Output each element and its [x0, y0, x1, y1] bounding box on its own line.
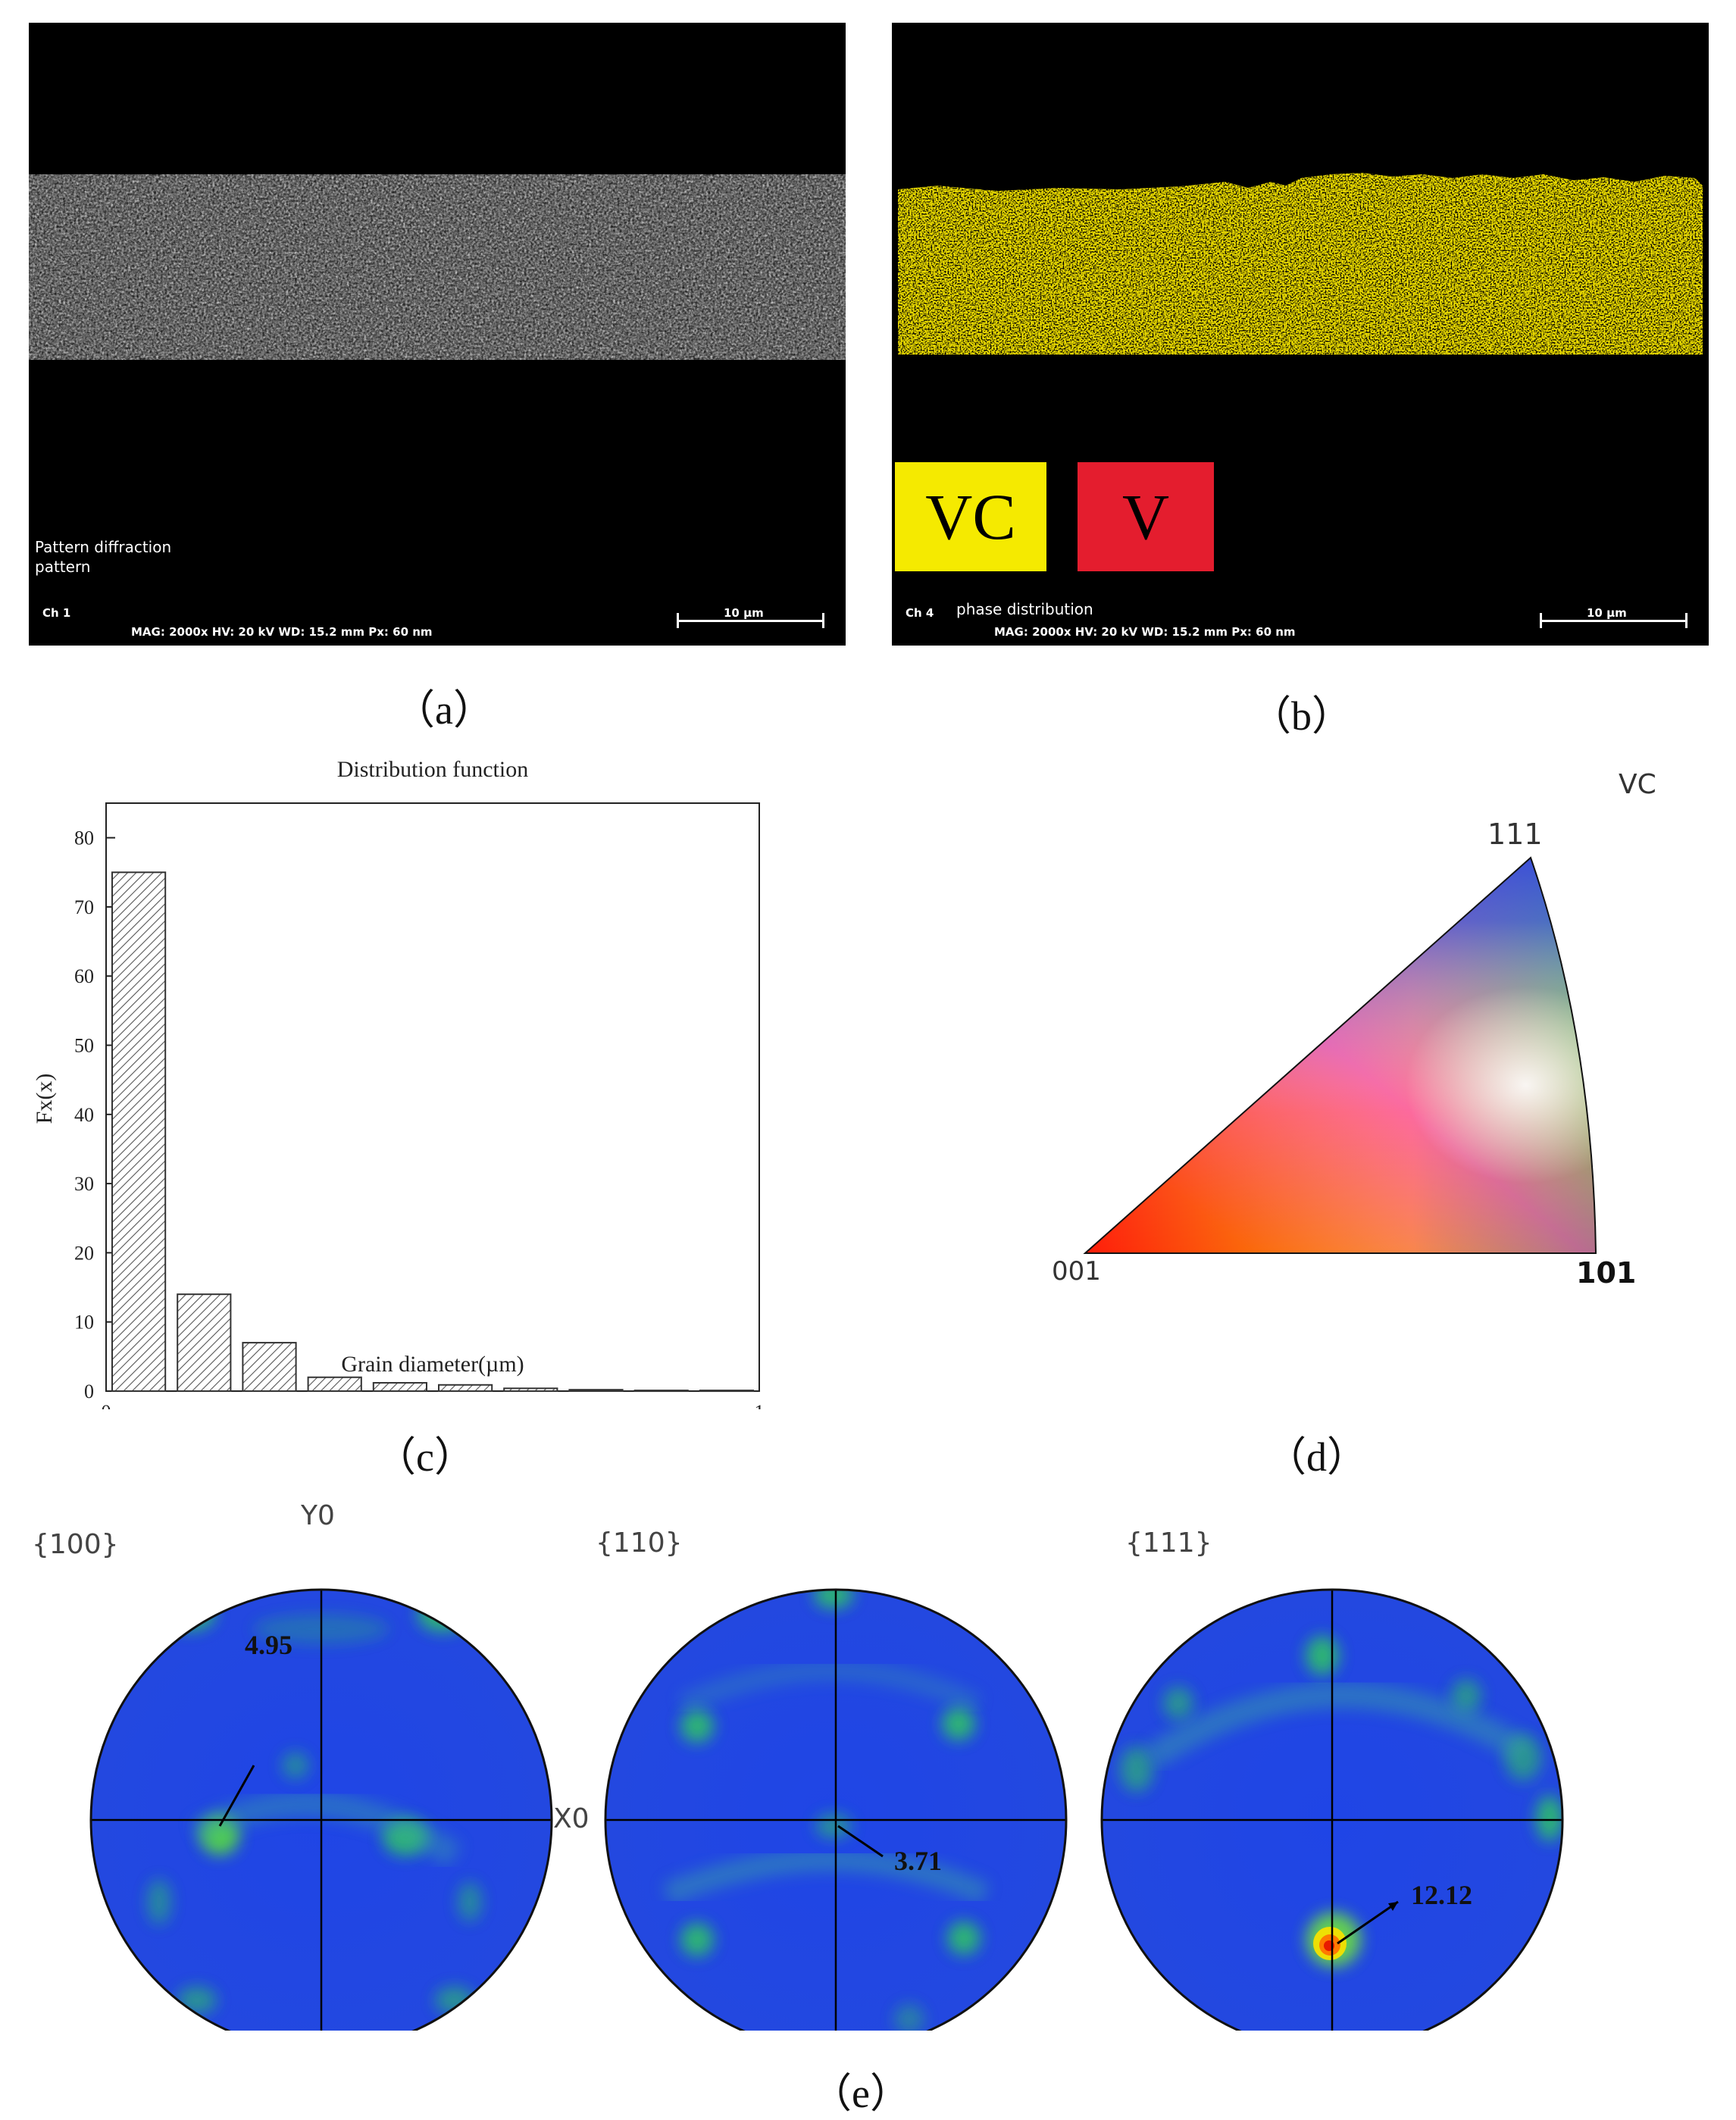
pole-figure-100-max: 4.95: [245, 1630, 292, 1660]
y-tick-label: 80: [74, 827, 94, 849]
panel-a-scale-tick-left: [677, 613, 679, 628]
x-tick-label: 1: [755, 1401, 765, 1409]
panel-b-phase-map: VC V Ch 4 phase distribution MAG: 2000x …: [892, 23, 1709, 646]
panel-a-scale-tick-right: [822, 613, 824, 628]
panel-b-scale-tick-left: [1540, 613, 1542, 628]
panel-b-acquisition-info: MAG: 2000x HV: 20 kV WD: 15.2 mm Px: 60 …: [994, 625, 1296, 639]
bar: [372, 1382, 427, 1392]
y-tick-label: 10: [74, 1312, 94, 1334]
pole-figure-110-label: {110}: [596, 1527, 683, 1559]
bar: [633, 1390, 689, 1393]
panel-b-scale-label: 10 µm: [1587, 606, 1627, 620]
pole-figure-111-max: 12.12: [1411, 1880, 1472, 1910]
ipf-phase-label: VC: [1619, 769, 1656, 800]
bar: [699, 1390, 754, 1393]
y-tick-label: 60: [74, 965, 94, 987]
panel-d-ipf-key: VC: [1046, 758, 1713, 1303]
y-tick-label: 20: [74, 1242, 94, 1264]
phase-map-texture: [898, 173, 1703, 355]
pole-figure-plots: [89, 1588, 1564, 2031]
panel-b-scale-tick-right: [1685, 613, 1688, 628]
x-tick-label: 0: [102, 1401, 111, 1409]
pole-figure-110: [605, 1590, 1066, 2031]
y-tick-label: 30: [74, 1173, 94, 1195]
y-tick-label: 40: [74, 1104, 94, 1126]
ipf-pole-111: 111: [1487, 818, 1543, 851]
panel-a-scale-bar: [677, 620, 824, 622]
sem-texture-a: [29, 174, 846, 360]
bar: [503, 1387, 558, 1392]
pole-figure-110-max: 3.71: [894, 1846, 942, 1876]
y-axis-ticks: 0 10 20 30 40 50 60 70 80: [74, 827, 115, 1402]
legend-vc-label: VC: [925, 480, 1016, 553]
pole-figure-111: [1102, 1590, 1562, 2031]
y-tick-label: 0: [84, 1381, 94, 1402]
bars-group: [111, 871, 754, 1393]
x-axis-label: Grain diameter(µm): [341, 1352, 524, 1377]
axis-label-x0: X0: [553, 1803, 590, 1834]
caption-a: （a）: [394, 687, 494, 733]
panel-a-scale-label: 10 µm: [724, 606, 764, 620]
y-axis-label: Fx(x): [32, 1074, 57, 1124]
chart-frame: [105, 802, 760, 1392]
panel-a-channel: Ch 1: [42, 606, 71, 620]
caption-b: （b）: [1250, 693, 1353, 739]
panel-a-acquisition-info: MAG: 2000x HV: 20 kV WD: 15.2 mm Px: 60 …: [131, 625, 433, 639]
bar: [568, 1389, 624, 1393]
caption-c: （c）: [375, 1434, 475, 1480]
y-tick-label: 70: [74, 896, 94, 918]
bar: [177, 1293, 232, 1392]
panel-a-micrograph: Pattern diffraction pattern Ch 1 MAG: 20…: [29, 23, 846, 646]
caption-e: （e）: [811, 2071, 911, 2116]
y-tick-label: 50: [74, 1035, 94, 1057]
panel-b-channel: Ch 4: [906, 606, 934, 620]
caption-d: （d）: [1265, 1434, 1368, 1480]
ipf-pole-001: 001: [1052, 1256, 1101, 1287]
panel-a-label-line2: pattern: [35, 558, 91, 576]
x-axis-ticks: 01: [102, 1401, 765, 1409]
bar: [242, 1342, 297, 1392]
panel-a-label-line1: Pattern diffraction: [35, 538, 172, 556]
bar: [438, 1384, 493, 1392]
bar: [307, 1376, 362, 1392]
legend-vc: VC: [895, 462, 1046, 571]
panel-c-chart: Distribution function 01020304050607080 …: [32, 757, 765, 1409]
ipf-pole-101: 101: [1576, 1256, 1637, 1290]
bar: [111, 871, 167, 1392]
ipf-triangle: [1083, 856, 1597, 1254]
axis-label-y0: Y0: [301, 1500, 335, 1531]
panel-b-label: phase distribution: [956, 600, 1093, 618]
legend-v-label: V: [1121, 480, 1170, 553]
pole-figure-100-label: {100}: [32, 1529, 119, 1560]
panel-b-scale-bar: [1540, 620, 1688, 622]
pole-figure-111-label: {111}: [1125, 1527, 1212, 1559]
chart-title: Distribution function: [337, 757, 528, 782]
panel-e-pole-figures: {100} {110} {111} Y0 X0 4.95 3.71 12.12: [0, 1500, 1736, 2031]
legend-v: V: [1078, 462, 1214, 571]
